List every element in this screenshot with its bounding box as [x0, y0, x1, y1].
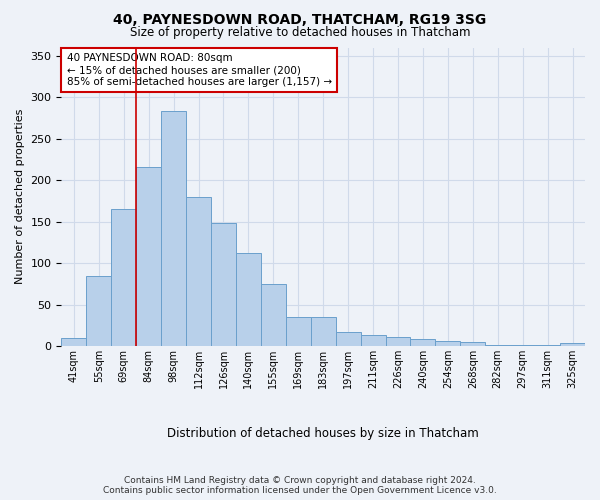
- Bar: [111, 209, 136, 346]
- Bar: [361, 335, 386, 346]
- Bar: [161, 110, 186, 346]
- Y-axis label: Number of detached properties: Number of detached properties: [15, 109, 25, 284]
- Bar: [335, 332, 361, 346]
- Bar: [535, 345, 560, 346]
- Bar: [86, 276, 111, 346]
- Bar: [311, 317, 335, 346]
- Bar: [460, 342, 485, 346]
- Bar: [186, 196, 211, 346]
- Bar: [386, 337, 410, 346]
- Text: Contains public sector information licensed under the Open Government Licence v3: Contains public sector information licen…: [103, 486, 497, 495]
- Bar: [510, 345, 535, 346]
- Bar: [61, 338, 86, 346]
- Bar: [236, 253, 261, 346]
- Bar: [286, 317, 311, 346]
- Bar: [136, 167, 161, 346]
- Bar: [410, 340, 436, 346]
- Text: 40, PAYNESDOWN ROAD, THATCHAM, RG19 3SG: 40, PAYNESDOWN ROAD, THATCHAM, RG19 3SG: [113, 12, 487, 26]
- Bar: [261, 284, 286, 346]
- Text: Contains HM Land Registry data © Crown copyright and database right 2024.: Contains HM Land Registry data © Crown c…: [124, 476, 476, 485]
- X-axis label: Distribution of detached houses by size in Thatcham: Distribution of detached houses by size …: [167, 427, 479, 440]
- Bar: [560, 342, 585, 346]
- Bar: [211, 224, 236, 346]
- Text: Size of property relative to detached houses in Thatcham: Size of property relative to detached ho…: [130, 26, 470, 39]
- Bar: [485, 345, 510, 346]
- Bar: [436, 341, 460, 346]
- Text: 40 PAYNESDOWN ROAD: 80sqm
← 15% of detached houses are smaller (200)
85% of semi: 40 PAYNESDOWN ROAD: 80sqm ← 15% of detac…: [67, 54, 332, 86]
